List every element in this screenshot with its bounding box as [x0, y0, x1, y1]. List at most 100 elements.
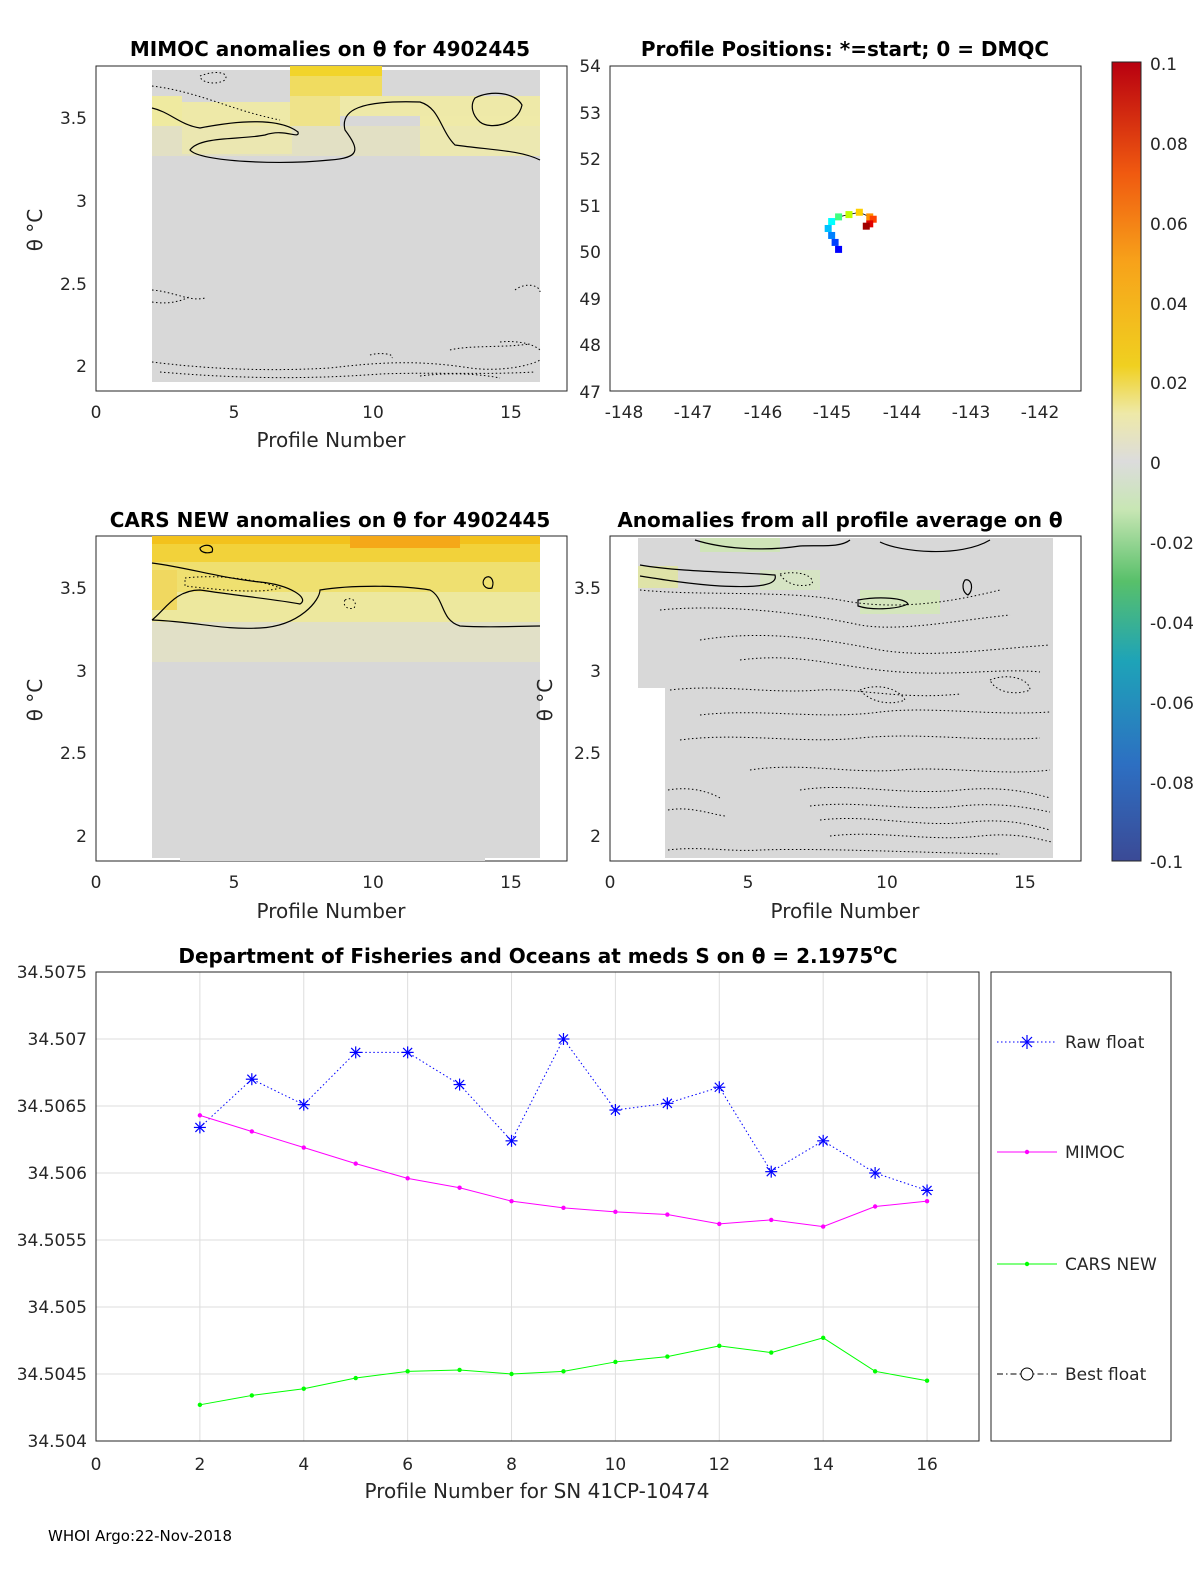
position-point [835, 245, 843, 253]
star-marker [349, 1046, 362, 1059]
svg-text:15: 15 [1014, 873, 1036, 893]
dot-marker [872, 1369, 878, 1374]
cars-panel: CARS NEW anomalies on θ for 4902445 3.5 … [23, 508, 568, 923]
star-marker [713, 1081, 726, 1094]
average-field [638, 538, 1053, 858]
dot-marker [457, 1367, 462, 1373]
svg-text:0: 0 [91, 403, 102, 423]
dot-marker [197, 1113, 203, 1118]
salinity-ytick-label: 34.506 [28, 1164, 87, 1184]
svg-text:47: 47 [579, 383, 601, 403]
svg-text:0.04: 0.04 [1150, 295, 1188, 315]
svg-text:10: 10 [876, 873, 898, 893]
svg-text:-148: -148 [605, 403, 644, 423]
svg-text:10: 10 [362, 403, 384, 423]
svg-text:-144: -144 [883, 403, 922, 423]
legend-best-circle-icon [1020, 1367, 1034, 1381]
salinity-legend: Raw float MIMOC CARS NEW Best float [990, 971, 1172, 1442]
salinity-xtick-label: 2 [194, 1455, 205, 1475]
salinity-xtick-label: 8 [506, 1455, 517, 1475]
svg-text:5: 5 [229, 873, 240, 893]
svg-text:3.5: 3.5 [60, 109, 87, 129]
cars-xticks: 0 5 10 15 [91, 873, 522, 893]
dot-marker [405, 1369, 410, 1374]
mimoc-yticks: 3.5 3 2.5 2 [60, 109, 87, 377]
dot-marker [457, 1185, 462, 1190]
positions-yticks: 54 53 52 51 50 49 48 47 [579, 57, 601, 403]
svg-text:10: 10 [362, 873, 384, 893]
average-xticks: 0 5 10 15 [605, 873, 1036, 893]
svg-text:48: 48 [579, 336, 601, 356]
svg-text:0: 0 [91, 873, 102, 893]
dot-marker [509, 1371, 514, 1377]
svg-text:52: 52 [579, 150, 601, 170]
star-marker [505, 1134, 518, 1147]
svg-text:2.5: 2.5 [60, 744, 87, 764]
salinity-xtick-label: 12 [708, 1455, 730, 1475]
svg-text:0.08: 0.08 [1150, 135, 1188, 155]
dot-marker [509, 1198, 514, 1204]
dot-marker [561, 1205, 566, 1211]
dot-marker [249, 1393, 255, 1398]
salinity-panel: Department of Fisheries and Oceans at me… [17, 942, 1172, 1503]
salinity-ytick-label: 34.5065 [17, 1097, 87, 1117]
positions-panel: Profile Positions: *=start; 0 = DMQC 54 … [579, 37, 1082, 423]
svg-text:Raw float: Raw float [1065, 1033, 1145, 1053]
star-marker [193, 1121, 206, 1134]
star-marker [245, 1073, 258, 1086]
position-point [831, 238, 839, 246]
salinity-xtick-label: 14 [812, 1455, 834, 1475]
svg-text:54: 54 [579, 57, 601, 77]
svg-text:5: 5 [229, 403, 240, 423]
mimoc-positive-patches [152, 66, 540, 156]
cars-contours [151, 544, 541, 629]
dot-marker [405, 1176, 410, 1181]
average-panel: Anomalies from all profile average on θ [533, 508, 1082, 923]
salinity-ytick-label: 34.5045 [17, 1365, 87, 1385]
dot-marker [665, 1354, 670, 1359]
cars-dotted-contours [184, 576, 356, 609]
salinity-axes-bg [96, 972, 979, 1441]
svg-text:CARS NEW: CARS NEW [1065, 1255, 1157, 1275]
svg-text:3.5: 3.5 [60, 579, 87, 599]
svg-text:-143: -143 [952, 403, 991, 423]
salinity-xlabel: Profile Number for SN 41CP-10474 [365, 1479, 710, 1503]
salinity-ytick-label: 34.507 [28, 1030, 87, 1050]
salinity-series [193, 1033, 934, 1408]
star-marker [661, 1097, 674, 1110]
dot-marker [820, 1224, 826, 1229]
salinity-xtick-label: 6 [402, 1455, 413, 1475]
colorbar-gradient [1111, 61, 1142, 862]
mimoc-xlabel: Profile Number [257, 428, 407, 452]
svg-text:0: 0 [605, 873, 616, 893]
svg-text:-0.08: -0.08 [1150, 774, 1194, 794]
dot-marker [717, 1221, 722, 1227]
svg-text:2: 2 [590, 827, 601, 847]
star-marker [453, 1078, 466, 1091]
dot-marker [197, 1402, 203, 1408]
star-marker [817, 1134, 830, 1147]
average-contours [639, 539, 991, 610]
position-point [869, 215, 877, 223]
svg-text:-146: -146 [744, 403, 783, 423]
dot-marker [249, 1129, 255, 1134]
position-point [855, 208, 863, 216]
mimoc-panel: MIMOC anomalies on θ for 4902445 [23, 37, 568, 452]
position-point [845, 211, 853, 219]
star-marker [609, 1104, 622, 1117]
dot-marker [924, 1198, 930, 1204]
position-points [824, 208, 877, 253]
mimoc-title: MIMOC anomalies on θ for 4902445 [130, 37, 530, 61]
svg-text:3: 3 [590, 662, 601, 682]
svg-text:0.02: 0.02 [1150, 374, 1188, 394]
footer-credit: WHOI Argo:22-Nov-2018 [48, 1527, 232, 1545]
svg-text:-147: -147 [674, 403, 713, 423]
salinity-ytick-label: 34.504 [28, 1432, 87, 1452]
svg-text:15: 15 [500, 403, 522, 423]
svg-text:MIMOC: MIMOC [1065, 1143, 1125, 1163]
dot-marker [769, 1350, 774, 1355]
positions-title: Profile Positions: *=start; 0 = DMQC [641, 37, 1049, 61]
svg-text:51: 51 [579, 197, 601, 217]
positions-axes-box [609, 65, 1082, 392]
average-ylabel: θ °C [533, 679, 557, 722]
